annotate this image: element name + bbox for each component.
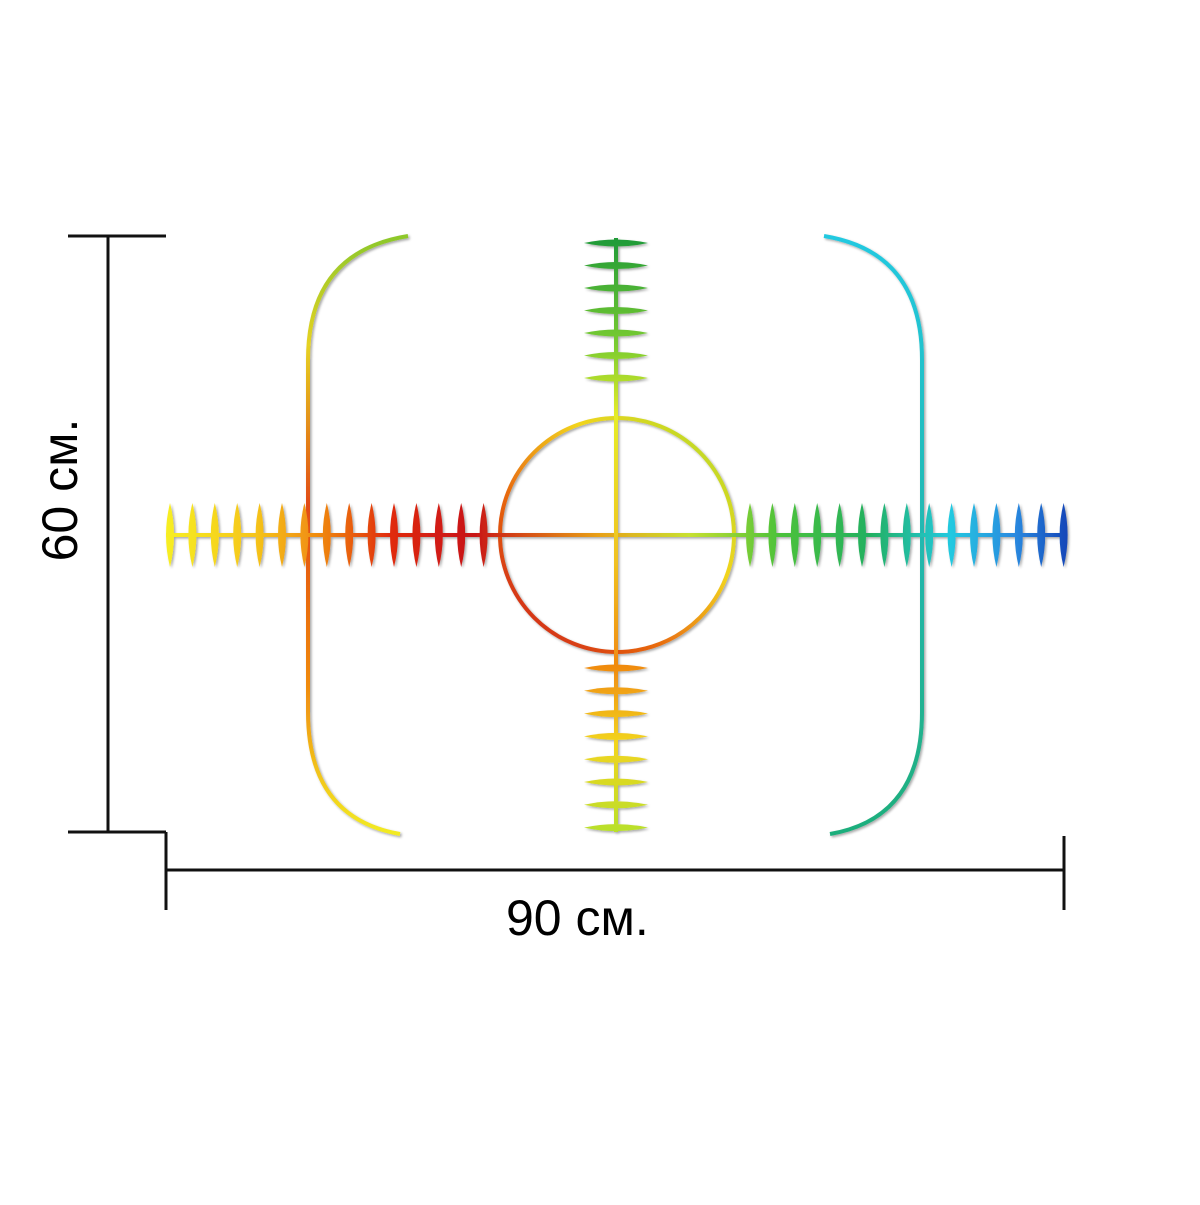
tick-mark [1037,503,1046,567]
tick-mark [746,503,754,567]
tick-mark [584,755,648,763]
tick-mark [210,503,219,567]
width-dimension-label: 90 см. [506,890,649,946]
tick-mark [457,503,466,567]
tick-mark [412,503,421,567]
tick-mark [390,503,398,567]
tick-mark [970,503,978,567]
tick-mark [584,307,648,314]
tick-mark [1059,503,1068,567]
tick-mark [880,503,889,567]
tick-mark [584,778,648,786]
tick-mark [188,503,197,567]
tick-mark [768,503,777,567]
tick-mark [925,503,934,567]
tick-mark [584,329,648,337]
tick-mark [322,503,331,567]
tick-mark [584,687,648,695]
tick-mark [813,503,822,567]
dimension-lines [68,234,1066,910]
tick-mark [1014,503,1023,567]
tick-mark [584,352,648,359]
tick-mark [367,503,376,567]
tick-mark [790,503,799,567]
tick-mark [278,503,286,567]
tick-mark [255,503,264,567]
tick-mark [584,824,648,832]
tick-mark [584,239,648,247]
tick-mark [858,503,866,567]
tick-mark [835,503,844,567]
tick-mark [584,801,648,809]
tick-mark [233,503,242,567]
tick-mark [992,503,1001,567]
tick-mark [584,664,648,672]
height-dimension-label: 60 см. [32,418,88,562]
tick-mark [947,503,956,567]
tick-mark [584,710,648,718]
horizontal-ticks [166,503,1068,567]
tick-mark [902,503,911,567]
tick-mark [345,503,354,567]
tick-mark [584,732,648,740]
tick-mark [300,503,309,567]
tick-mark [584,262,648,269]
vertical-ticks [584,239,648,832]
tick-mark [584,284,648,292]
tick-mark [584,374,648,382]
tick-mark [434,503,443,567]
tick-mark [479,503,488,567]
crosshair-rainbow-icon [166,234,1068,836]
tick-mark [166,503,174,567]
